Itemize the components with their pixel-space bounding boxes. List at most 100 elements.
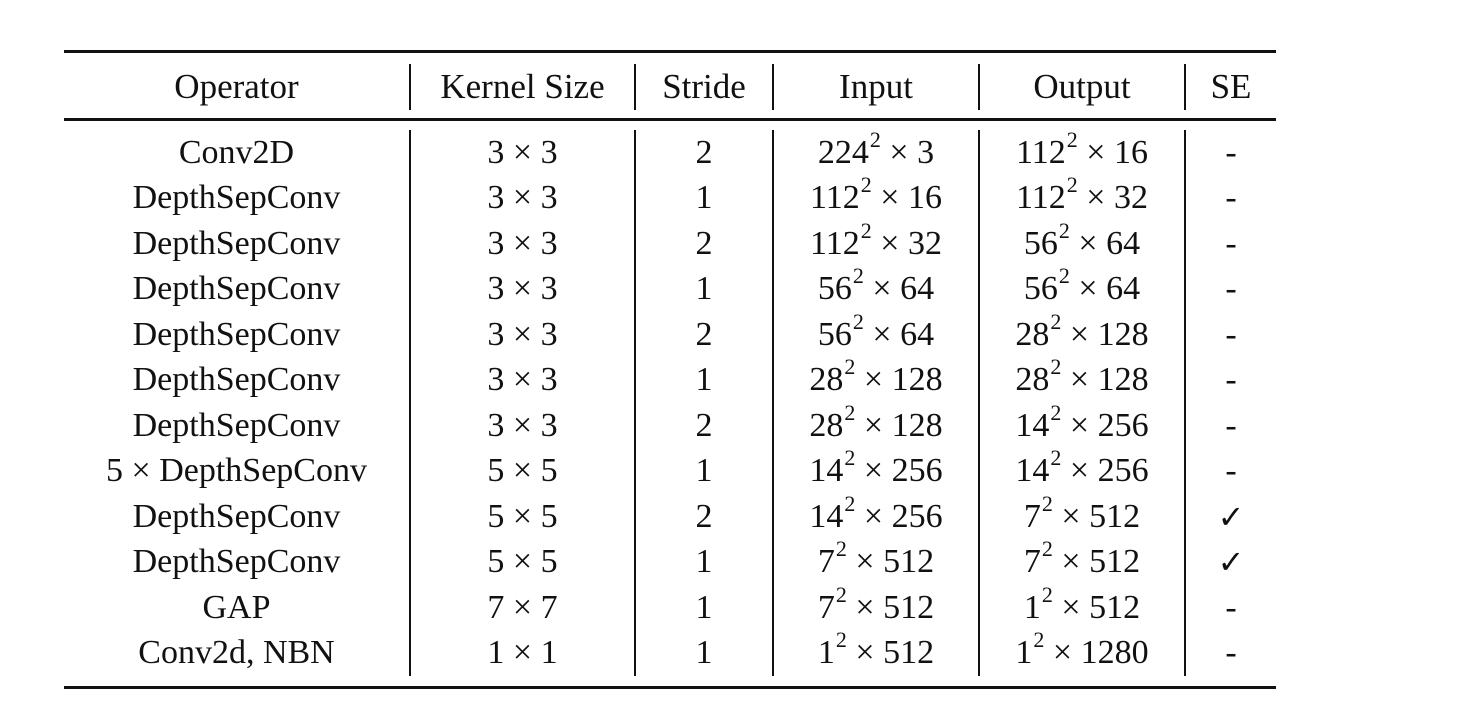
cell-operator: DepthSepConv: [132, 315, 341, 353]
cell-operator: DepthSepConv: [132, 179, 341, 217]
cell-stride: 1: [634, 357, 772, 403]
cell-output-base: 7: [1023, 543, 1041, 581]
cell-input-exponent: 2: [844, 399, 856, 425]
cell-input-base: 56: [817, 270, 852, 308]
cell-output-channels: × 128: [1061, 315, 1149, 353]
cell-operator: GAP: [202, 588, 271, 626]
cell-kernel-size: 5 × 5: [409, 539, 634, 585]
cell-output-channels: × 1280: [1044, 634, 1149, 672]
cell-input: 28 2 × 128: [772, 399, 978, 449]
cell-output-channels: × 32: [1077, 179, 1148, 217]
cell-output-exponent: 2: [1033, 627, 1045, 653]
cell-kernel-size: 1 × 1: [409, 630, 634, 676]
cell-input: 56 2 × 64: [772, 309, 978, 358]
table-row: DepthSepConv 3 × 3 1 28 2 × 128 28 2 × 128-: [64, 354, 1276, 403]
cell-kernel-size: 3 × 3: [409, 175, 634, 221]
cell-operator: DepthSepConv: [132, 361, 341, 399]
cell-kernel-size: 7 × 7: [409, 585, 634, 631]
cell-kernel-size: 3 × 3: [409, 221, 634, 267]
cell-se-check-icon: ✓: [1184, 539, 1276, 585]
cell-input-exponent: 2: [852, 263, 864, 289]
cell-output-exponent: 2: [1066, 172, 1078, 198]
cell-output-base: 1: [1023, 588, 1041, 626]
cell-output-channels: × 256: [1061, 406, 1149, 444]
cell-output-channels: × 16: [1077, 133, 1148, 171]
cell-output: 56 2 × 64: [978, 263, 1184, 312]
header-rule: [64, 118, 1276, 121]
cell-input-channels: × 64: [863, 315, 935, 353]
header-se: SE: [1184, 64, 1276, 110]
cell-input-channels: × 16: [871, 179, 942, 217]
cell-input: 56 2 × 64: [772, 263, 978, 312]
cell-output-base: 56: [1023, 270, 1058, 308]
cell-input-channels: × 128: [855, 361, 943, 399]
cell-se: -: [1184, 130, 1276, 176]
cell-output-channels: × 256: [1061, 452, 1149, 490]
top-rule: [64, 50, 1276, 53]
table-row: DepthSepConv 3 × 3 2 56 2 × 64 28 2 × 128-: [64, 309, 1276, 358]
cell-output-channels: × 64: [1069, 270, 1141, 308]
cell-kernel-size: 3 × 3: [409, 266, 634, 312]
table-header-row: Operator Kernel Size Stride Input Output…: [64, 58, 1276, 116]
cell-stride: 1: [634, 266, 772, 312]
cell-input-base: 112: [810, 179, 860, 217]
header-operator: Operator: [174, 67, 299, 106]
cell-output-exponent: 2: [1066, 126, 1078, 152]
cell-input: 112 2 × 16: [772, 172, 978, 221]
cell-input-base: 56: [817, 315, 852, 353]
cell-input-exponent: 2: [844, 490, 856, 516]
cell-stride: 1: [634, 585, 772, 631]
cell-stride: 2: [634, 403, 772, 449]
cell-input-base: 14: [809, 497, 844, 535]
cell-input-exponent: 2: [860, 172, 872, 198]
cell-se: -: [1184, 266, 1276, 312]
header-input: Input: [772, 64, 978, 110]
header-output: Output: [978, 64, 1184, 110]
cell-stride: 1: [634, 448, 772, 494]
cell-input-channels: × 256: [855, 452, 943, 490]
cell-output-base: 7: [1023, 497, 1041, 535]
cell-kernel-size: 3 × 3: [409, 130, 634, 176]
cell-stride: 2: [634, 221, 772, 267]
cell-input-base: 28: [809, 406, 844, 444]
cell-output-channels: × 128: [1061, 361, 1149, 399]
cell-output-base: 14: [1015, 452, 1050, 490]
cell-input-base: 28: [809, 361, 844, 399]
cell-stride: 1: [634, 539, 772, 585]
cell-operator: Conv2d, NBN: [138, 634, 335, 672]
cell-kernel-size: 5 × 5: [409, 494, 634, 540]
table-row: DepthSepConv 3 × 3 2 28 2 × 128 14 2 × 256-: [64, 399, 1276, 449]
cell-output: 112 2 × 16: [978, 126, 1184, 176]
cell-input-exponent: 2: [844, 354, 856, 380]
cell-se: -: [1184, 403, 1276, 449]
cell-input: 14 2 × 256: [772, 490, 978, 540]
cell-input-exponent: 2: [835, 581, 847, 607]
table-body: Conv2D 3 × 3 2 224 2 × 3 112 2 × 16- DepthSepCo…: [64, 126, 1276, 676]
cell-se: -: [1184, 175, 1276, 221]
cell-output-base: 112: [1016, 133, 1066, 171]
cell-input-channels: × 256: [855, 497, 943, 535]
cell-stride: 1: [634, 630, 772, 676]
cell-input-base: 224: [817, 133, 869, 171]
cell-output-exponent: 2: [1041, 581, 1053, 607]
cell-output-base: 14: [1015, 406, 1050, 444]
header-stride: Stride: [634, 64, 772, 110]
cell-output-channels: × 512: [1052, 497, 1141, 535]
cell-output-base: 112: [1016, 179, 1066, 217]
cell-input-base: 7: [817, 588, 835, 626]
cell-operator: 5 × DepthSepConv: [106, 452, 367, 490]
cell-se-check-icon: ✓: [1184, 494, 1276, 540]
cell-input-exponent: 2: [860, 217, 872, 243]
table-row: DepthSepConv 3 × 3 1 112 2 × 16 112 2 × 32-: [64, 172, 1276, 221]
cell-kernel-size: 3 × 3: [409, 312, 634, 358]
cell-input-exponent: 2: [869, 126, 881, 152]
cell-input-base: 7: [817, 543, 835, 581]
table-row: 5 × DepthSepConv 5 × 5 1 14 2 × 256 14 2 × 256…: [64, 445, 1276, 494]
cell-input-exponent: 2: [835, 536, 847, 562]
cell-kernel-size: 5 × 5: [409, 448, 634, 494]
